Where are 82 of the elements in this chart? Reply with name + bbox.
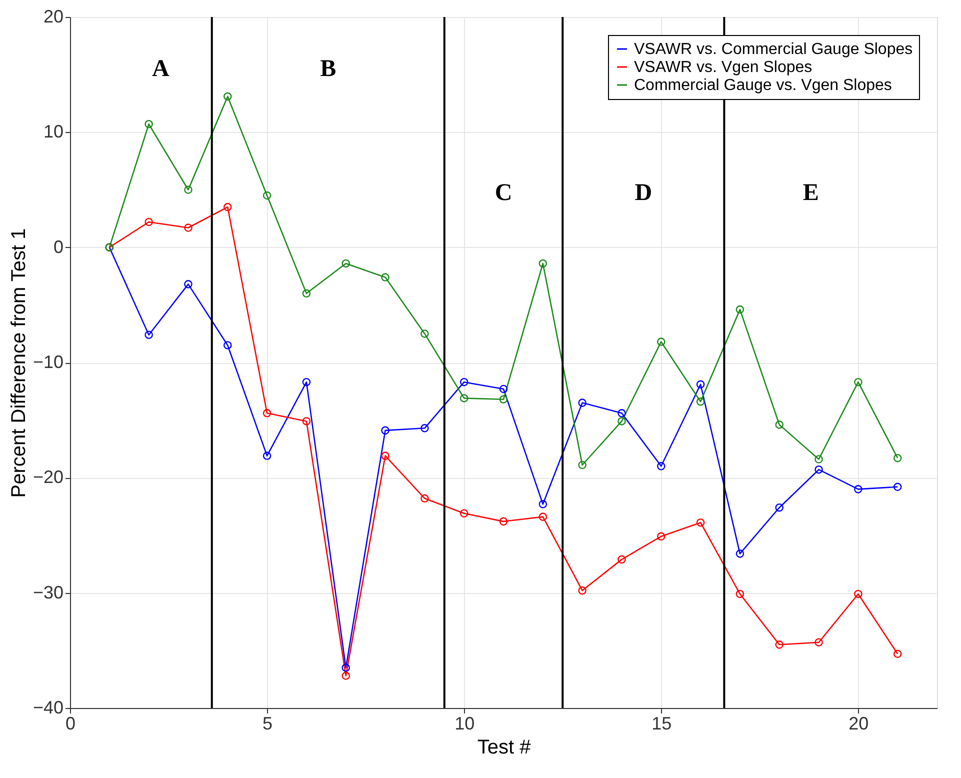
- point: [893, 454, 902, 462]
- annotation: E: [802, 180, 819, 206]
- point: [736, 550, 744, 558]
- point: [775, 640, 784, 649]
- point: [144, 330, 153, 339]
- annotation: A: [152, 56, 170, 82]
- point: [538, 512, 548, 521]
- point: [302, 417, 311, 426]
- legend-label: Commercial Gauge vs. Vgen Slopes: [634, 77, 892, 94]
- point: [460, 378, 468, 386]
- y-tick-label: −40: [32, 698, 64, 718]
- legend-label: VSAWR vs. Commercial Gauge Slopes: [634, 41, 913, 58]
- x-tick-label: 5: [262, 714, 273, 734]
- point: [184, 186, 192, 194]
- point: [184, 280, 192, 288]
- point: [262, 452, 272, 460]
- point: [538, 259, 548, 268]
- point: [696, 380, 705, 389]
- point: [854, 590, 862, 598]
- point: [775, 420, 784, 429]
- x-tick-label: 10: [454, 714, 475, 734]
- x-tick-label: 20: [848, 714, 869, 734]
- point: [224, 92, 232, 101]
- point: [262, 409, 272, 418]
- y-tick-label: −10: [32, 352, 64, 372]
- point: [499, 517, 508, 526]
- y-tick-label: 10: [43, 122, 64, 142]
- point: [460, 509, 468, 518]
- point: [578, 398, 586, 407]
- point: [578, 460, 586, 470]
- point: [538, 500, 548, 508]
- point: [618, 555, 626, 564]
- point: [499, 384, 508, 394]
- point: [381, 273, 390, 282]
- annotation: D: [634, 180, 652, 206]
- point: [342, 259, 350, 268]
- point: [657, 462, 666, 470]
- x-axis-title: Test #: [477, 736, 532, 758]
- point: [224, 341, 232, 350]
- point: [814, 638, 823, 646]
- y-tick-label: 0: [53, 236, 64, 257]
- point: [696, 398, 705, 406]
- point: [657, 338, 666, 346]
- point: [696, 518, 705, 527]
- point: [420, 494, 429, 503]
- point: [736, 305, 744, 314]
- point: [144, 218, 153, 226]
- point: [814, 465, 823, 474]
- annotation: B: [320, 56, 336, 82]
- annotation: C: [494, 180, 512, 206]
- y-tick-label: −30: [32, 582, 64, 602]
- point: [854, 378, 862, 386]
- point: [420, 424, 429, 432]
- point: [184, 224, 192, 232]
- y-tick-label: 20: [43, 6, 64, 26]
- point: [342, 672, 350, 680]
- point: [618, 417, 626, 426]
- point: [854, 485, 862, 494]
- y-tick-label: −20: [32, 467, 64, 488]
- point: [224, 202, 232, 212]
- point: [302, 378, 311, 386]
- x-tick-label: 15: [652, 714, 672, 734]
- x-tick-label: 0: [65, 714, 76, 734]
- point: [657, 532, 666, 541]
- point: [262, 191, 272, 200]
- point: [302, 289, 311, 298]
- point: [381, 426, 390, 435]
- point: [144, 120, 153, 128]
- point: [893, 650, 902, 658]
- point: [893, 482, 902, 492]
- point: [814, 455, 823, 464]
- point: [499, 395, 508, 404]
- point: [342, 664, 350, 672]
- point: [381, 452, 390, 460]
- point: [460, 394, 468, 402]
- point: [775, 503, 784, 512]
- point: [618, 409, 626, 418]
- y-axis-title: Percent Difference from Test 1: [8, 228, 30, 498]
- point: [736, 590, 744, 598]
- legend-label: VSAWR vs. Vgen Slopes: [634, 59, 812, 76]
- point: [420, 330, 429, 338]
- point: [578, 586, 586, 595]
